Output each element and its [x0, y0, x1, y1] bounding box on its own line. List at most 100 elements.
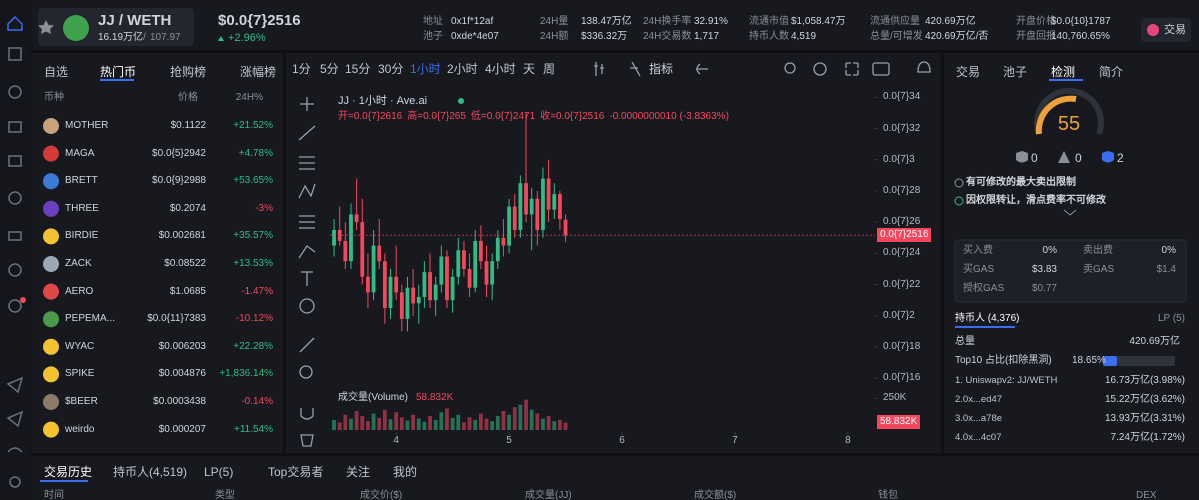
check-count: 0 — [1075, 151, 1082, 165]
candle-body — [541, 178, 545, 230]
list-tab[interactable]: 自选 — [44, 65, 69, 79]
top10-value: 18.65% — [1072, 355, 1106, 366]
interval[interactable]: 5分 — [320, 62, 339, 76]
interval[interactable]: 天 — [523, 62, 536, 76]
volume-bar — [416, 418, 421, 430]
interval[interactable]: 30分 — [378, 62, 404, 76]
candlestick-chart — [330, 96, 878, 435]
x-tick-label: 6 — [619, 435, 625, 446]
interval[interactable]: 15分 — [345, 62, 371, 76]
bottom-tab[interactable]: Top交易者 — [268, 465, 324, 479]
fav-star[interactable] — [38, 20, 54, 34]
bottom-tab[interactable]: 我的 — [393, 465, 418, 479]
volume-bar — [439, 412, 444, 430]
interval[interactable]: 1小时 — [410, 62, 441, 76]
holder-amount: 16.73万亿(3.98%) — [1104, 375, 1185, 386]
token-name[interactable]: MAGA — [65, 147, 95, 159]
token-name[interactable]: ZACK — [65, 258, 92, 269]
column-header: 时间 — [44, 490, 64, 500]
candle-body — [518, 183, 523, 230]
check-icon — [954, 178, 964, 188]
list-tab[interactable]: 热门币 — [100, 65, 137, 79]
ohlc-label: 开=0.0{7}2616 — [338, 111, 403, 122]
stat-value: $336.32万 — [581, 31, 628, 42]
token-name[interactable]: AERO — [65, 285, 94, 297]
fee-value: $1.4 — [1156, 264, 1176, 275]
candle-body — [405, 287, 410, 319]
interval[interactable]: 周 — [543, 62, 556, 76]
token-price: $1.0685 — [169, 285, 206, 297]
list-tab[interactable]: 涨幅榜 — [240, 65, 277, 79]
bottom-tab[interactable]: 持币人(4,519) — [113, 465, 188, 479]
volume-bar — [399, 417, 404, 430]
volume-bar — [456, 414, 461, 430]
bottom-tab[interactable]: 交易历史 — [44, 465, 93, 479]
bottom-tab[interactable]: 关注 — [346, 465, 371, 479]
ohlc-label: 收=0.0{7}2516 — [540, 111, 605, 122]
bottom-panel — [31, 456, 1199, 500]
panel-tab[interactable]: 检测 — [1051, 65, 1076, 79]
volume-bar — [473, 419, 478, 430]
token-icon — [43, 366, 59, 383]
token-change: +22.28% — [233, 340, 273, 352]
column-header: DEX — [1136, 490, 1157, 500]
shield-icon — [1102, 151, 1114, 163]
chart-panel — [286, 53, 941, 453]
panel-tab[interactable]: 池子 — [1003, 65, 1028, 79]
token-name[interactable]: $BEER — [65, 396, 98, 407]
candle-body — [422, 272, 427, 298]
price-change: +2.96% — [228, 32, 266, 44]
token-name[interactable]: BRETT — [65, 175, 98, 187]
chart-toolbar-icons — [594, 61, 931, 77]
volume-bar — [541, 418, 545, 430]
stat-label: 24H交易数 — [643, 31, 692, 42]
ohlc-label: 低=0.0{7}2471 — [470, 111, 536, 122]
interval[interactable]: 1分 — [292, 62, 311, 76]
check-count: 2 — [1117, 151, 1124, 165]
holders-small: 107.97 — [150, 32, 181, 43]
candle-body — [558, 194, 562, 220]
stat-value: 4,519 — [791, 31, 817, 42]
token-name[interactable]: MOTHER — [65, 120, 109, 131]
expand-chevron[interactable] — [1063, 209, 1077, 216]
list-tab[interactable]: 抢购榜 — [170, 65, 207, 79]
trade-button-bg[interactable] — [1141, 18, 1191, 42]
bottom-tab[interactable]: LP(5) — [204, 465, 234, 479]
col-header: 币种 — [44, 92, 64, 103]
lp-tab[interactable]: LP (5) — [1157, 313, 1185, 324]
volume-bar — [366, 421, 370, 430]
token-name[interactable]: THREE — [65, 202, 99, 214]
candle-body — [399, 292, 404, 319]
panel-tab[interactable]: 简介 — [1099, 65, 1124, 79]
volume-bar — [524, 399, 528, 430]
token-name[interactable]: PEPEMA... — [65, 313, 116, 325]
token-name[interactable]: SPIKE — [65, 368, 95, 380]
interval[interactable]: 4小时 — [485, 62, 516, 76]
candle-body — [524, 183, 528, 215]
stat-value: $1,058.47万 — [791, 16, 846, 27]
volume-bar — [552, 421, 557, 430]
interval[interactable]: 2小时 — [447, 62, 478, 76]
token-name[interactable]: BIRDIE — [65, 230, 99, 242]
token-price: $0.0{11}7383 — [147, 313, 206, 325]
candle-body — [456, 250, 461, 277]
candle-body — [473, 240, 478, 288]
fee-value: 0% — [1161, 245, 1176, 256]
live-dot — [458, 98, 464, 104]
check-item: 因权限转让，滑点费率不可修改 — [966, 195, 1106, 206]
draw-tools — [298, 97, 316, 447]
holder-name: 1. Uniswapv2: JJ/WETH — [955, 375, 1058, 386]
volume-bar — [478, 413, 483, 430]
stat-value: $0.0{10}1787 — [1051, 16, 1111, 27]
token-name[interactable]: weirdo — [65, 423, 95, 435]
indicator-button[interactable]: 指标 — [649, 62, 674, 76]
trade-button[interactable]: 交易 — [1164, 24, 1186, 36]
panel-tab[interactable]: 交易 — [956, 65, 981, 79]
token-name[interactable]: WYAC — [65, 340, 95, 352]
fee-label: 买GAS — [963, 264, 995, 275]
column-header: 钱包 — [878, 490, 898, 500]
fee-label: 卖GAS — [1083, 264, 1115, 275]
volume-bar — [343, 414, 348, 430]
candle-body — [433, 284, 438, 301]
holders-tab[interactable]: 持币人 (4,376) — [955, 313, 1020, 324]
